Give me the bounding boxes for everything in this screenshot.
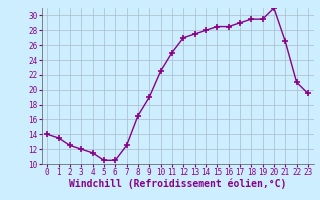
X-axis label: Windchill (Refroidissement éolien,°C): Windchill (Refroidissement éolien,°C) — [69, 179, 286, 189]
